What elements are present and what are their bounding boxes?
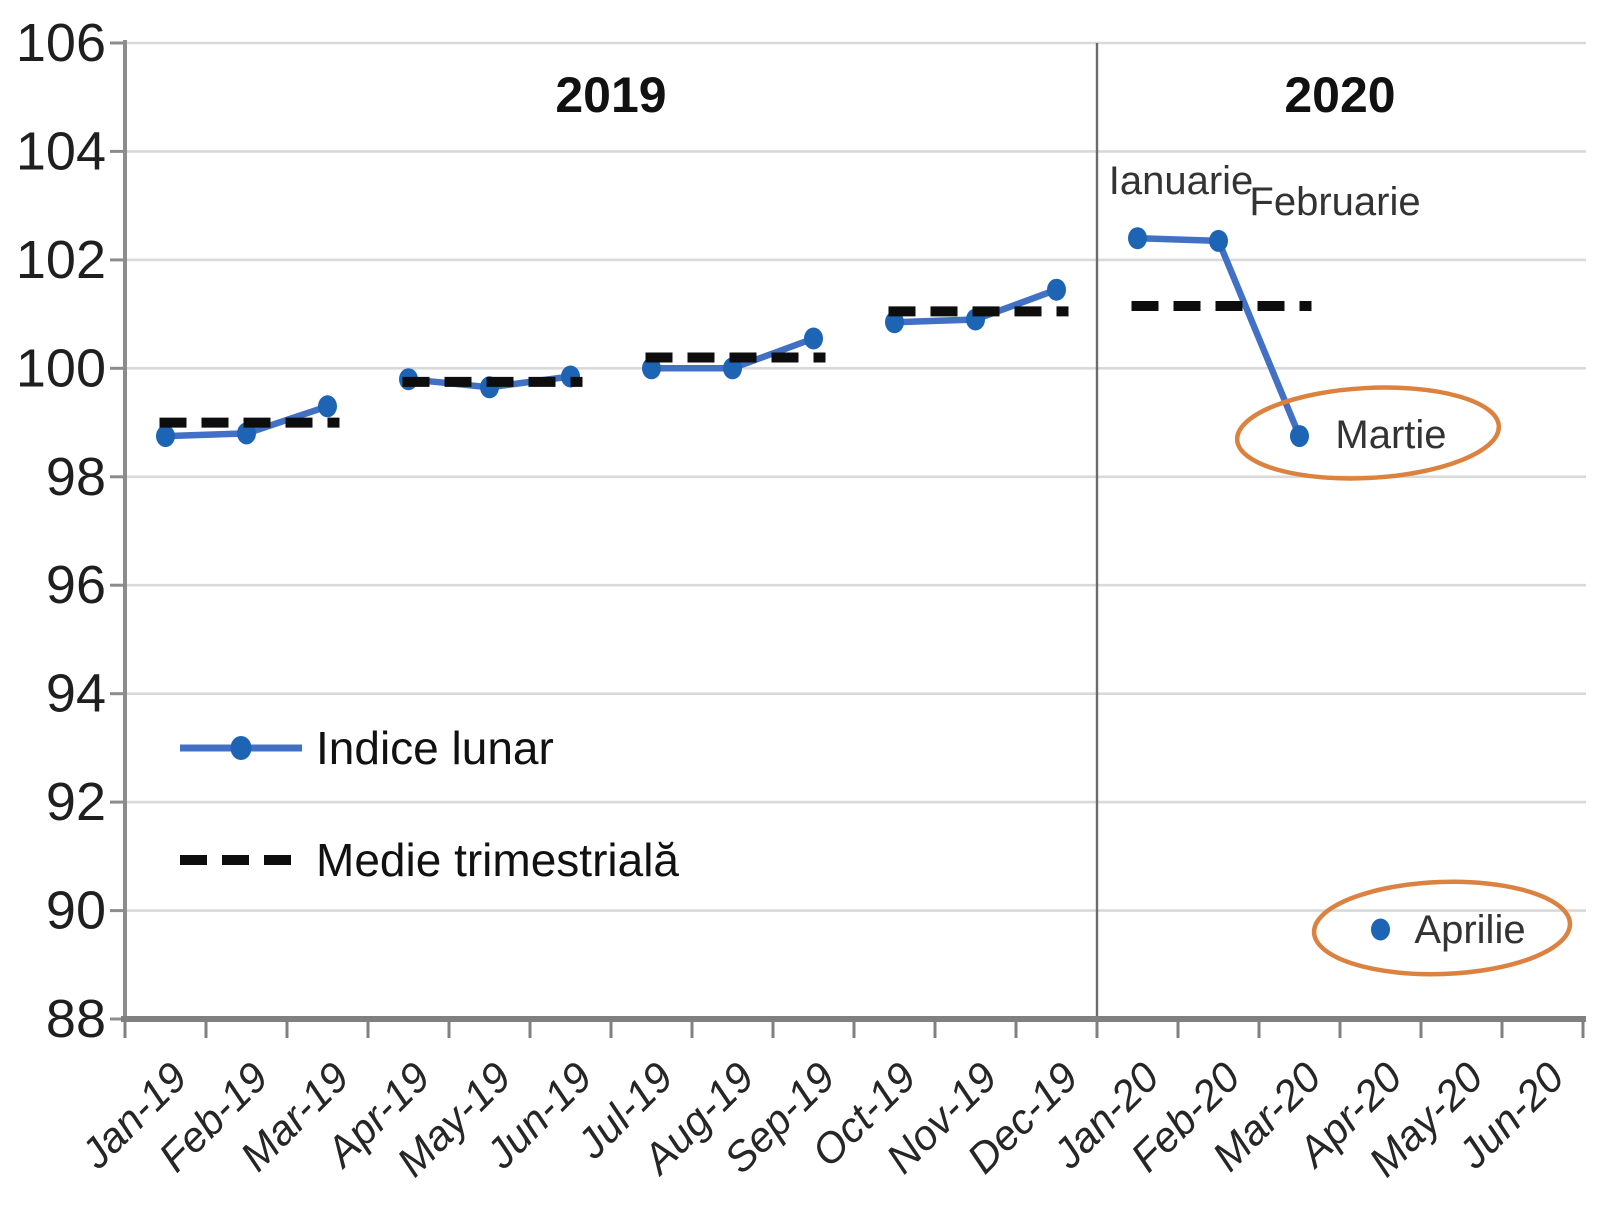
year-label-2020: 2020 bbox=[1284, 67, 1395, 123]
indice-lunar-marker-jul-19 bbox=[642, 357, 661, 380]
year-label-2019: 2019 bbox=[555, 67, 666, 123]
y-axis-label-90: 90 bbox=[46, 881, 106, 941]
indice-lunar-marker-oct-19 bbox=[885, 311, 904, 334]
indice-lunar-marker-feb-19 bbox=[237, 422, 256, 445]
y-axis-label-94: 94 bbox=[46, 664, 106, 724]
legend-label-indice-lunar: Indice lunar bbox=[316, 722, 554, 774]
indice-lunar-marker-feb-20 bbox=[1209, 229, 1228, 252]
indice-lunar-marker-mar-19 bbox=[318, 395, 337, 418]
legend-marker-sample bbox=[230, 736, 252, 760]
y-axis-label-100: 100 bbox=[16, 338, 106, 398]
y-axis-label-98: 98 bbox=[46, 447, 106, 507]
annotation-aprilie: Aprilie bbox=[1414, 908, 1525, 952]
indice-lunar-marker-jan-19 bbox=[156, 425, 175, 448]
indice-lunar-marker-mar-20 bbox=[1290, 425, 1309, 448]
y-axis-label-102: 102 bbox=[16, 230, 106, 290]
indice-lunar-marker-jan-20 bbox=[1128, 227, 1147, 250]
indice-lunar-marker-apr-20 bbox=[1371, 918, 1390, 941]
y-axis-label-104: 104 bbox=[16, 121, 106, 181]
martie-ellipse bbox=[1234, 385, 1502, 481]
y-axis-label-92: 92 bbox=[46, 772, 106, 832]
indice-lunar-marker-dec-19 bbox=[1047, 278, 1066, 301]
annotation-ianuarie: Ianuarie bbox=[1109, 159, 1254, 203]
legend-label-medie-trimestrial-: Medie trimestrială bbox=[316, 834, 679, 886]
indice-lunar-marker-sep-19 bbox=[804, 327, 823, 350]
annotation-februarie: Februarie bbox=[1249, 180, 1420, 224]
y-axis-label-88: 88 bbox=[46, 989, 106, 1049]
y-axis-label-96: 96 bbox=[46, 555, 106, 615]
annotation-martie: Martie bbox=[1335, 413, 1446, 457]
y-axis-label-106: 106 bbox=[16, 13, 106, 73]
aprilie-ellipse bbox=[1311, 879, 1573, 977]
indice-lunar-marker-aug-19 bbox=[723, 357, 742, 380]
